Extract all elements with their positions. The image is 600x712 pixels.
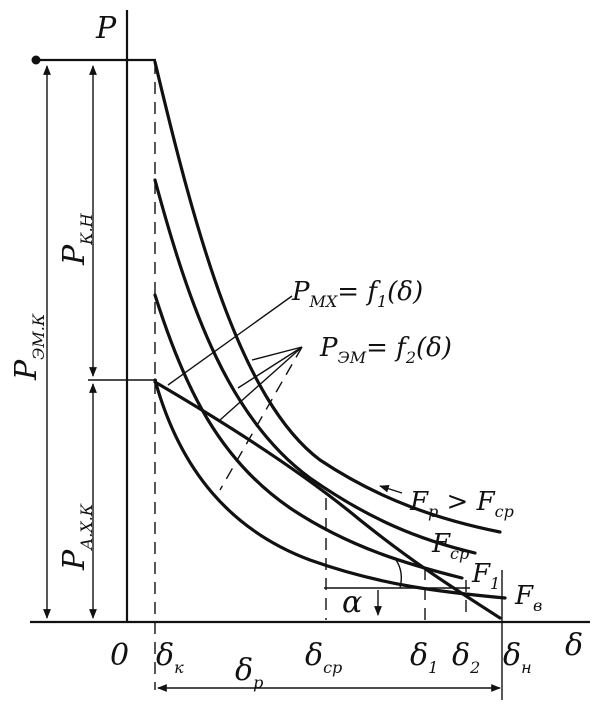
delta-h-label: δн xyxy=(503,638,532,677)
f2-leader-3 xyxy=(219,346,303,421)
max-force-point xyxy=(31,55,41,65)
p-emk-label: PЭМ.К xyxy=(9,313,48,381)
delta-k-label: δк xyxy=(156,638,184,677)
p-axk-label: PА.Х.К xyxy=(57,503,96,571)
p-em-function-label: PЭМ= f2(δ) xyxy=(319,333,452,367)
mechanical-characteristic xyxy=(153,380,502,620)
alpha-arc xyxy=(395,559,403,589)
f1-label: F1 xyxy=(471,559,500,593)
delta-2-label: δ2 xyxy=(452,638,480,677)
fb-label: Fв xyxy=(514,581,542,615)
f1-leader xyxy=(167,295,293,386)
x-axis-label: δ xyxy=(565,628,583,663)
curve-fb xyxy=(153,378,507,600)
p-mx-function-label: PМХ= f1(δ) xyxy=(291,277,423,311)
y-axis-label: P xyxy=(95,11,117,46)
curve-direction-arrow xyxy=(379,484,403,494)
fcp-label: Fср xyxy=(431,529,469,563)
curve-fp xyxy=(153,60,502,534)
f2-leader-2 xyxy=(237,346,303,389)
curve-f1 xyxy=(153,293,464,580)
alpha-label: α xyxy=(342,585,362,620)
fp-label: Fр > Fср xyxy=(409,487,514,521)
delta-cp-label: δср xyxy=(305,638,342,677)
f2-leader-4 xyxy=(219,346,303,491)
curve-fcp xyxy=(153,178,477,555)
f2-leader-1 xyxy=(251,346,303,361)
delta-p-label: δр xyxy=(235,653,263,692)
origin-label: 0 xyxy=(110,638,129,673)
p-kh-label: PК.Н xyxy=(57,212,96,266)
delta-1-label: δ1 xyxy=(410,638,438,677)
